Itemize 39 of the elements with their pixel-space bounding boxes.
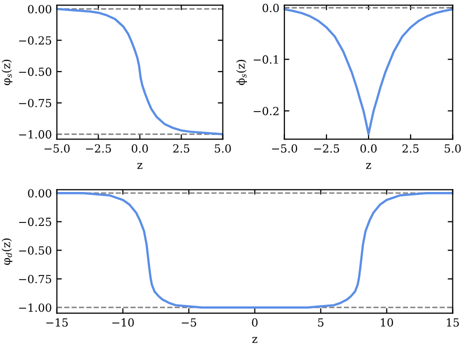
x-tick-label: 5.0 [214, 144, 231, 153]
line-series [284, 8, 453, 136]
x-tick-label: −5.0 [272, 144, 298, 153]
x-tick-label: 15 [446, 318, 459, 327]
y-axis-title: φ$_{s}$(z) [2, 60, 12, 86]
x-tick-label: −5.0 [44, 144, 70, 153]
y-tick-label: −0.75 [19, 274, 52, 284]
x-tick-label: 5.0 [444, 144, 461, 153]
line-series [56, 192, 453, 309]
y-axis-title: φ$_{d}$(z) [2, 238, 12, 265]
x-tick-label: 10 [380, 318, 394, 327]
x-tick-label: −10 [112, 318, 134, 327]
y-axis-title: ϕ$_{s}$(z) [236, 60, 247, 86]
y-tick-label: 0.00 [28, 189, 52, 198]
y-tick-label: −0.50 [19, 68, 52, 76]
x-tick-label: −2.5 [314, 144, 340, 153]
y-tick-label: −0.2 [254, 106, 278, 116]
x-axis-title: z [366, 163, 372, 169]
x-tick-label: 0 [252, 318, 258, 327]
x-tick-label: 0.0 [360, 144, 377, 153]
y-tick-label: 0.0 [262, 4, 279, 12]
y-tick-label: −0.75 [19, 98, 52, 108]
x-tick-label: −2.5 [86, 144, 111, 153]
x-tick-label: 2.5 [173, 144, 190, 153]
y-tick-label: −0.25 [19, 36, 52, 45]
line-series [56, 8, 223, 136]
y-tick-label: −0.1 [254, 55, 278, 64]
y-tick-label: −0.50 [19, 246, 52, 255]
x-tick-label: −5 [182, 318, 196, 327]
x-axis-title: z [137, 163, 142, 169]
x-tick-label: 2.5 [402, 144, 419, 153]
x-tick-label: 5 [318, 318, 324, 327]
y-tick-label: −1.00 [19, 303, 52, 312]
y-tick-label: −0.25 [19, 218, 52, 226]
x-tick-label: −15 [46, 318, 68, 327]
x-axis-title: z [252, 337, 258, 343]
y-tick-label: −1.00 [19, 130, 52, 139]
y-tick-label: 0.00 [28, 4, 52, 14]
x-tick-label: 0.0 [132, 144, 148, 153]
